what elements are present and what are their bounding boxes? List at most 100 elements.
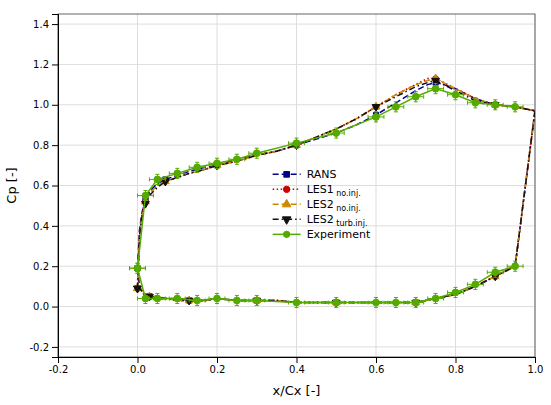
x-tick-label: 0.6 [369, 364, 385, 375]
grid-line-y [58, 24, 535, 25]
y-tick: 0.2 [33, 261, 58, 272]
x-tick: 1.0 [528, 357, 544, 375]
marker [492, 101, 499, 108]
y-tick-label: -0.2 [29, 342, 49, 353]
y-tick-mark [52, 105, 58, 106]
grid-line-y [58, 104, 535, 105]
y-tick-label: 1.2 [33, 59, 49, 70]
y-tick: 1.4 [33, 19, 58, 30]
legend-label: LES2 turb.inj. [307, 213, 368, 228]
x-tick-mark [217, 357, 218, 363]
y-tick-mark [52, 226, 58, 227]
marker [413, 300, 418, 305]
x-axis-label: x/Cx [-] [273, 383, 321, 398]
series-line [138, 79, 536, 303]
legend-marker [282, 199, 291, 206]
marker [293, 141, 301, 148]
marker [333, 300, 339, 306]
series [135, 80, 535, 305]
x-tick-label: 1.0 [528, 364, 544, 375]
series-line [138, 89, 516, 303]
x-tick-mark [456, 357, 457, 363]
marker [333, 130, 340, 137]
x-tick: 0.4 [289, 357, 305, 375]
y-tick: 1.2 [33, 59, 58, 70]
marker [254, 298, 260, 304]
series-line [138, 81, 536, 303]
marker [492, 102, 498, 108]
grid-line-y [58, 64, 535, 65]
marker [493, 102, 498, 107]
marker [142, 295, 149, 302]
marker [194, 297, 201, 304]
x-tick-label: 0.0 [130, 364, 146, 375]
marker [432, 85, 439, 92]
series-line [138, 83, 536, 303]
legend-label: LES1 no.inj. [307, 183, 361, 198]
x-tick-label: -0.2 [49, 364, 69, 375]
marker [392, 299, 399, 306]
x-tick-label: 0.2 [210, 364, 226, 375]
chart-svg: -0.20.00.20.40.60.81.0-0.20.00.20.40.60.… [0, 0, 551, 405]
marker [373, 114, 380, 121]
y-tick-label: 0.4 [33, 221, 49, 232]
legend-marker [283, 231, 289, 237]
legend-label: Experiment [307, 228, 371, 241]
grid [58, 14, 535, 357]
y-axis: -0.2 0.0 0.2 0.4 0.6 0.8 1.0 1.2 1.4 [29, 15, 58, 358]
x-tick: -0.2 [49, 357, 69, 375]
y-tick: 0.8 [33, 140, 58, 151]
legend-item: LES2 turb.inj. [273, 213, 368, 228]
y-tick-mark [52, 266, 58, 267]
chart-container: -0.20.00.20.40.60.81.0-0.20.00.20.40.60.… [0, 0, 551, 405]
series [134, 74, 535, 305]
plot-area [130, 74, 535, 307]
marker [293, 299, 300, 306]
y-tick-mark [52, 64, 58, 65]
grid-line-y [58, 185, 535, 186]
marker [334, 300, 339, 305]
x-tick: 0.0 [130, 357, 146, 375]
marker [154, 176, 161, 183]
marker [142, 192, 149, 199]
marker [512, 103, 519, 110]
marker [214, 295, 221, 302]
x-tick-mark [138, 357, 139, 363]
x-axis: -0.20.00.20.40.60.81.0 [49, 357, 544, 375]
y-tick: 1.0 [33, 99, 58, 110]
y-tick-label: 0.0 [33, 301, 49, 312]
marker [373, 299, 380, 306]
x-tick-mark [535, 357, 536, 363]
grid-line-y [58, 225, 535, 226]
y-tick: -0.2 [29, 342, 58, 353]
marker [512, 263, 519, 270]
y-tick-mark [52, 307, 58, 308]
marker [452, 91, 459, 98]
y-tick-mark [52, 145, 58, 146]
y-tick-mark [52, 24, 58, 25]
legend-label: LES2 no.inj. [307, 198, 361, 213]
marker [134, 286, 142, 293]
marker [174, 170, 181, 177]
y-tick: 0.4 [33, 221, 58, 232]
x-axis-line [59, 358, 536, 364]
marker [134, 265, 141, 272]
legend-marker [282, 217, 291, 224]
marker [413, 300, 419, 306]
legend-label: RANS [307, 168, 337, 181]
y-axis-label: Cp [-] [4, 167, 19, 203]
y-tick-label: 1.0 [33, 99, 49, 110]
marker [412, 299, 419, 306]
marker [372, 105, 380, 112]
marker [432, 295, 439, 302]
marker [214, 160, 221, 167]
marker [233, 156, 240, 163]
marker [492, 269, 499, 276]
marker [253, 150, 260, 157]
series [135, 76, 535, 306]
grid-line-y [58, 346, 535, 347]
marker [253, 297, 260, 304]
marker [233, 297, 240, 304]
legend: RANS LES1 no.inj.LES2 no.inj.LES2 turb.in… [273, 168, 371, 241]
y-tick-label: 0.6 [33, 180, 49, 191]
